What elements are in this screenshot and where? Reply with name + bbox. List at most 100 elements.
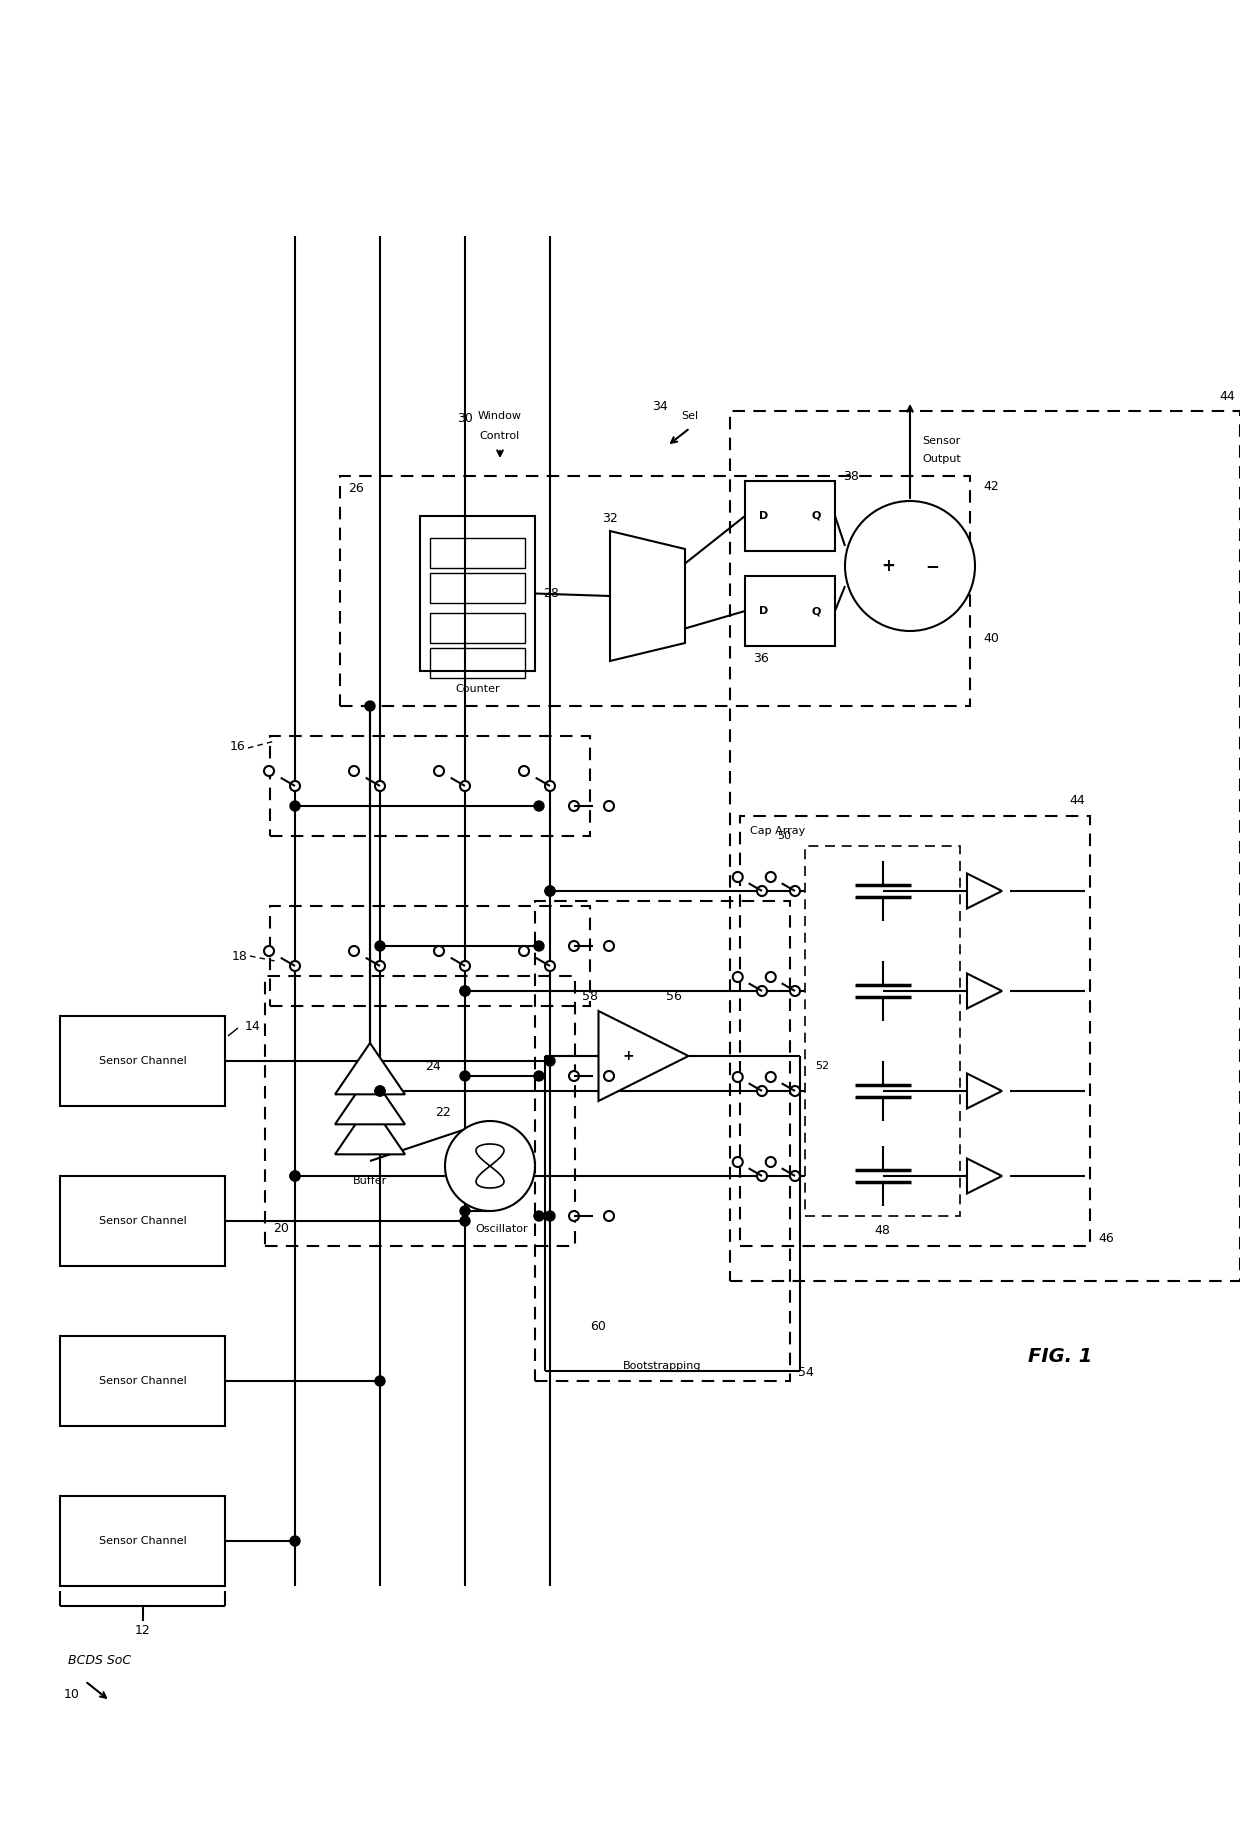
Text: 36: 36 [753, 652, 769, 665]
Circle shape [374, 1087, 384, 1096]
Circle shape [756, 1171, 768, 1181]
Circle shape [374, 960, 384, 971]
Circle shape [546, 1056, 556, 1067]
Circle shape [534, 800, 544, 812]
Text: 44: 44 [1219, 389, 1235, 402]
Polygon shape [335, 1072, 405, 1124]
Circle shape [733, 971, 743, 982]
Circle shape [766, 971, 776, 982]
Circle shape [790, 1171, 800, 1181]
Text: 48: 48 [874, 1225, 890, 1237]
Text: Q: Q [812, 606, 821, 617]
Circle shape [766, 872, 776, 881]
Text: Sensor: Sensor [923, 435, 960, 446]
Polygon shape [967, 874, 1002, 909]
Text: 60: 60 [590, 1320, 606, 1333]
Text: 20: 20 [273, 1221, 289, 1234]
Text: 46: 46 [1097, 1232, 1114, 1245]
Text: 26: 26 [348, 481, 363, 494]
Circle shape [534, 942, 544, 951]
Circle shape [348, 946, 360, 957]
Circle shape [756, 887, 768, 896]
Circle shape [546, 887, 556, 896]
Text: Counter: Counter [455, 685, 500, 694]
Text: Sensor Channel: Sensor Channel [99, 1375, 186, 1386]
Text: 12: 12 [135, 1625, 150, 1638]
Circle shape [534, 1070, 544, 1081]
Circle shape [374, 1375, 384, 1386]
Circle shape [445, 1122, 534, 1212]
Text: Buffer: Buffer [353, 1177, 387, 1186]
Text: FIG. 1: FIG. 1 [1028, 1346, 1092, 1366]
Text: 32: 32 [601, 512, 618, 525]
Circle shape [546, 780, 556, 791]
Text: +: + [882, 556, 895, 575]
Circle shape [374, 1087, 384, 1096]
Circle shape [844, 501, 975, 632]
Circle shape [264, 766, 274, 777]
Circle shape [604, 1212, 614, 1221]
Text: D: D [759, 510, 769, 521]
Circle shape [546, 960, 556, 971]
Circle shape [460, 960, 470, 971]
Text: Bootstrapping: Bootstrapping [624, 1360, 702, 1371]
Circle shape [365, 701, 374, 711]
Polygon shape [967, 1074, 1002, 1109]
Text: 58: 58 [582, 990, 598, 1002]
Circle shape [569, 800, 579, 812]
Polygon shape [967, 1159, 1002, 1193]
Circle shape [604, 1070, 614, 1081]
Circle shape [520, 946, 529, 957]
Circle shape [733, 1157, 743, 1168]
Text: Cap Array: Cap Array [750, 826, 805, 835]
Circle shape [733, 1072, 743, 1081]
Circle shape [766, 1157, 776, 1168]
Circle shape [460, 986, 470, 995]
Text: Sel: Sel [682, 411, 698, 420]
Circle shape [434, 766, 444, 777]
Text: 24: 24 [425, 1059, 440, 1072]
Text: 56: 56 [666, 990, 682, 1002]
Polygon shape [335, 1103, 405, 1155]
Text: 18: 18 [232, 949, 248, 962]
Text: 42: 42 [983, 479, 998, 492]
Text: 52: 52 [815, 1061, 830, 1070]
Text: Oscillator: Oscillator [476, 1225, 528, 1234]
Circle shape [290, 780, 300, 791]
Text: 14: 14 [246, 1019, 260, 1032]
Text: D: D [759, 606, 769, 617]
Circle shape [766, 1072, 776, 1081]
Circle shape [434, 946, 444, 957]
Polygon shape [967, 973, 1002, 1008]
Circle shape [374, 942, 384, 951]
Circle shape [520, 766, 529, 777]
Text: 16: 16 [229, 740, 246, 753]
Text: 30: 30 [458, 411, 472, 424]
Text: 38: 38 [843, 470, 859, 483]
Text: +: + [622, 1048, 634, 1063]
Text: 54: 54 [799, 1366, 813, 1379]
Text: Sensor Channel: Sensor Channel [99, 1215, 186, 1226]
Text: Output: Output [923, 453, 961, 465]
Text: Q: Q [812, 510, 821, 521]
Circle shape [604, 942, 614, 951]
Text: Sensor Channel: Sensor Channel [99, 1056, 186, 1067]
Circle shape [290, 800, 300, 812]
Circle shape [790, 1087, 800, 1096]
Text: Sensor Channel: Sensor Channel [99, 1537, 186, 1546]
Circle shape [756, 986, 768, 995]
Circle shape [264, 946, 274, 957]
Circle shape [790, 887, 800, 896]
Text: 40: 40 [983, 632, 999, 646]
Circle shape [290, 1537, 300, 1546]
Circle shape [460, 780, 470, 791]
Text: Control: Control [480, 431, 520, 441]
Text: 44: 44 [1069, 795, 1085, 808]
Polygon shape [599, 1012, 688, 1102]
Circle shape [290, 1171, 300, 1181]
Circle shape [290, 1171, 300, 1181]
Text: 22: 22 [435, 1107, 451, 1120]
Circle shape [460, 986, 470, 995]
Circle shape [290, 960, 300, 971]
Circle shape [756, 1087, 768, 1096]
